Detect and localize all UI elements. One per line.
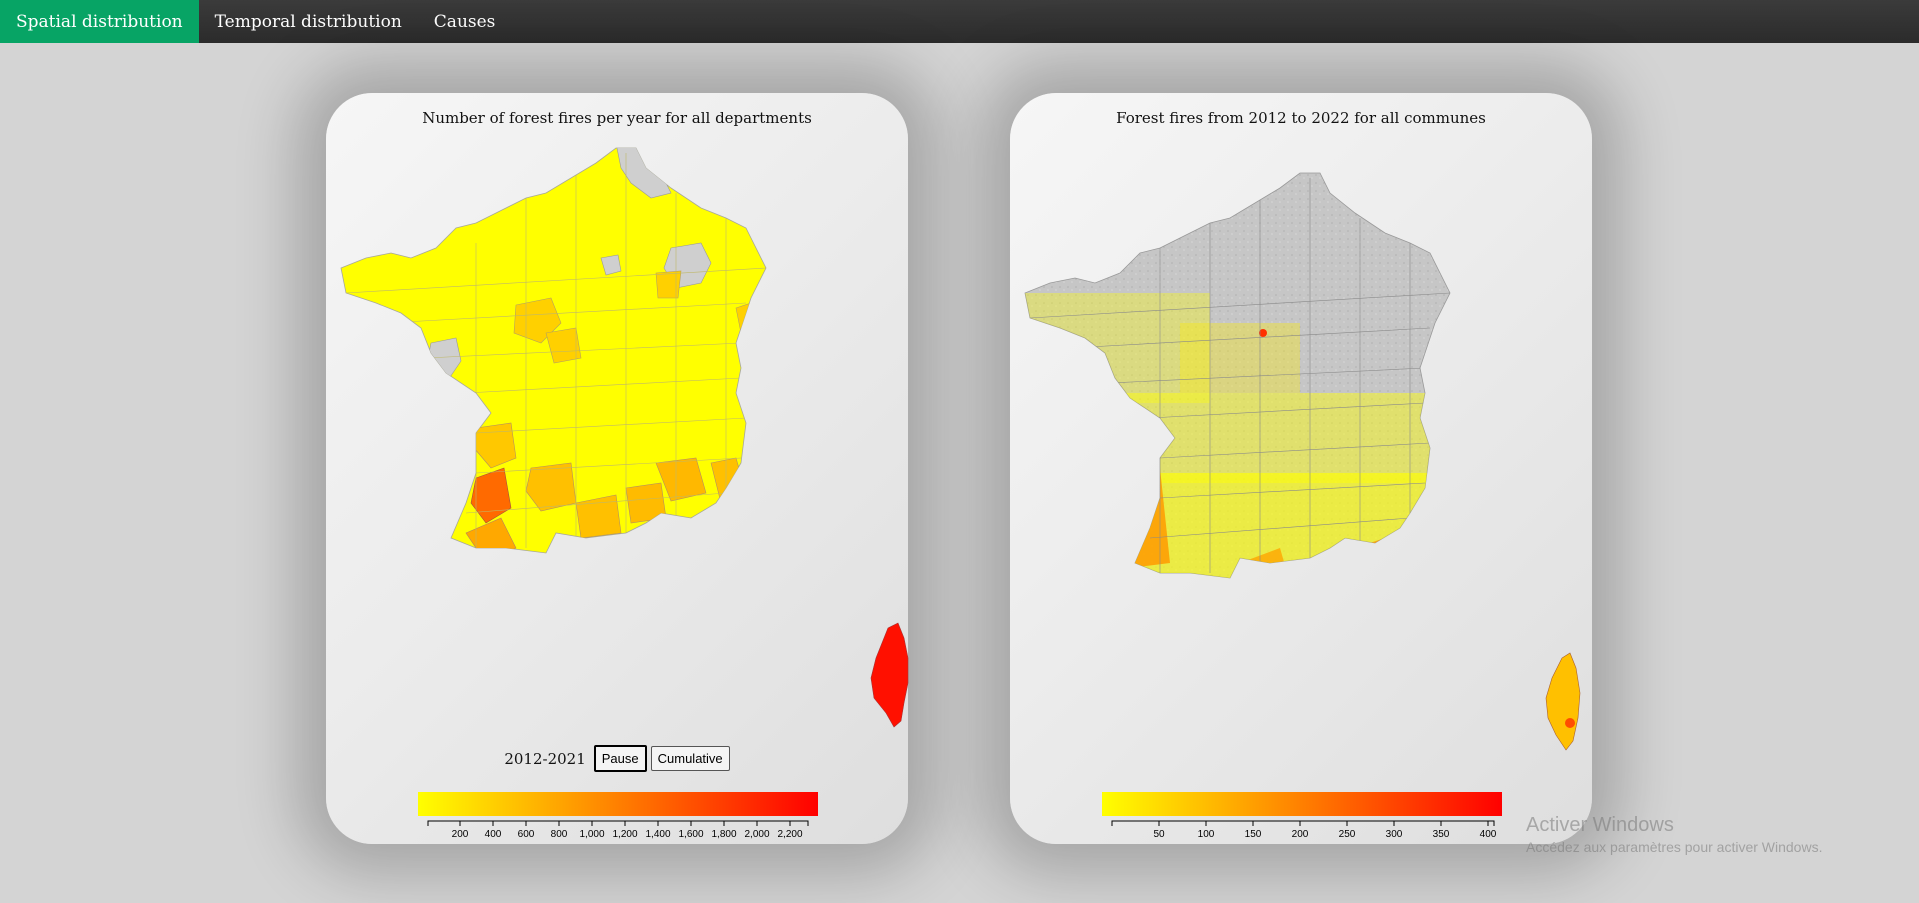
legend-axis: 200 400 600 800 1,000 1,200 1,400 1,600 1,800 2,0… bbox=[427, 820, 809, 840]
legend-tick-label: 150 bbox=[1245, 829, 1262, 840]
legend-tick-label: 800 bbox=[551, 829, 568, 840]
animation-controls: 2012-2021 Pause Cumulative bbox=[326, 745, 908, 772]
legend-gradient-bar bbox=[1102, 792, 1502, 816]
legend-tick-label: 250 bbox=[1339, 829, 1356, 840]
legend-tick-label: 100 bbox=[1198, 829, 1215, 840]
commune-fire-map[interactable] bbox=[1010, 93, 1592, 844]
legend-tick-label: 1,000 bbox=[579, 829, 604, 840]
department-orange-mid[interactable] bbox=[525, 462, 577, 512]
department-nodata[interactable] bbox=[600, 254, 622, 276]
legend-tick-label: 400 bbox=[485, 829, 502, 840]
department-color-legend: 200 400 600 800 1,000 1,200 1,400 1,600 1,800 2,0… bbox=[418, 792, 818, 840]
legend-tick-label: 300 bbox=[1386, 829, 1403, 840]
watermark-subtitle: Accédez aux paramètres pour activer Wind… bbox=[1526, 839, 1823, 855]
legend-axis: 50 100 150 200 250 300 350 400 bbox=[1111, 820, 1497, 840]
legend-tick-label: 1,400 bbox=[645, 829, 670, 840]
legend-tick-label: 600 bbox=[518, 829, 535, 840]
department-borders bbox=[345, 153, 766, 548]
tab-spatial-distribution[interactable]: Spatial distribution bbox=[0, 0, 199, 43]
department-choropleth-map[interactable] bbox=[326, 93, 909, 844]
legend-gradient-bar bbox=[418, 792, 818, 816]
department-orange-light[interactable] bbox=[545, 327, 582, 364]
corsica[interactable] bbox=[870, 622, 909, 728]
tab-causes[interactable]: Causes bbox=[433, 11, 496, 32]
legend-axis-line bbox=[1111, 820, 1495, 826]
legend-tick-label: 1,600 bbox=[678, 829, 703, 840]
pause-button[interactable]: Pause bbox=[593, 745, 647, 772]
department-red-orange[interactable] bbox=[470, 467, 512, 524]
legend-tick-label: 2,200 bbox=[777, 829, 802, 840]
department-map-title: Number of forest fires per year for all … bbox=[422, 109, 812, 127]
department-orange-mid[interactable] bbox=[575, 494, 622, 539]
legend-tick-label: 50 bbox=[1153, 829, 1165, 840]
tab-temporal-distribution[interactable]: Temporal distribution bbox=[214, 11, 402, 32]
cumulative-button[interactable]: Cumulative bbox=[650, 746, 730, 771]
commune-color-legend: 50 100 150 200 250 300 350 400 bbox=[1102, 792, 1502, 840]
windows-activation-watermark: Activer Windows Accédez aux paramètres p… bbox=[1526, 814, 1822, 855]
legend-tick-label: 400 bbox=[1480, 829, 1497, 840]
corsica-hotspot bbox=[1565, 718, 1575, 728]
legend-axis-line bbox=[427, 820, 809, 826]
legend-tick-label: 200 bbox=[1292, 829, 1309, 840]
legend-tick-label: 1,800 bbox=[711, 829, 736, 840]
commune-map-title: Forest fires from 2012 to 2022 for all c… bbox=[1116, 109, 1486, 127]
department-orange-mid[interactable] bbox=[655, 457, 707, 502]
legend-tick-label: 1,200 bbox=[612, 829, 637, 840]
legend-tick-label: 2,000 bbox=[744, 829, 769, 840]
department-map-card: Number of forest fires per year for all … bbox=[326, 93, 909, 844]
year-range-label: 2012-2021 bbox=[504, 749, 586, 768]
top-navbar: Spatial distribution Temporal distributi… bbox=[0, 0, 1919, 43]
legend-tick-label: 200 bbox=[452, 829, 469, 840]
commune-map-card: Forest fires from 2012 to 2022 for all c… bbox=[1010, 93, 1592, 844]
legend-tick-label: 350 bbox=[1433, 829, 1450, 840]
department-orange-light[interactable] bbox=[655, 270, 682, 299]
watermark-title: Activer Windows bbox=[1526, 814, 1674, 836]
